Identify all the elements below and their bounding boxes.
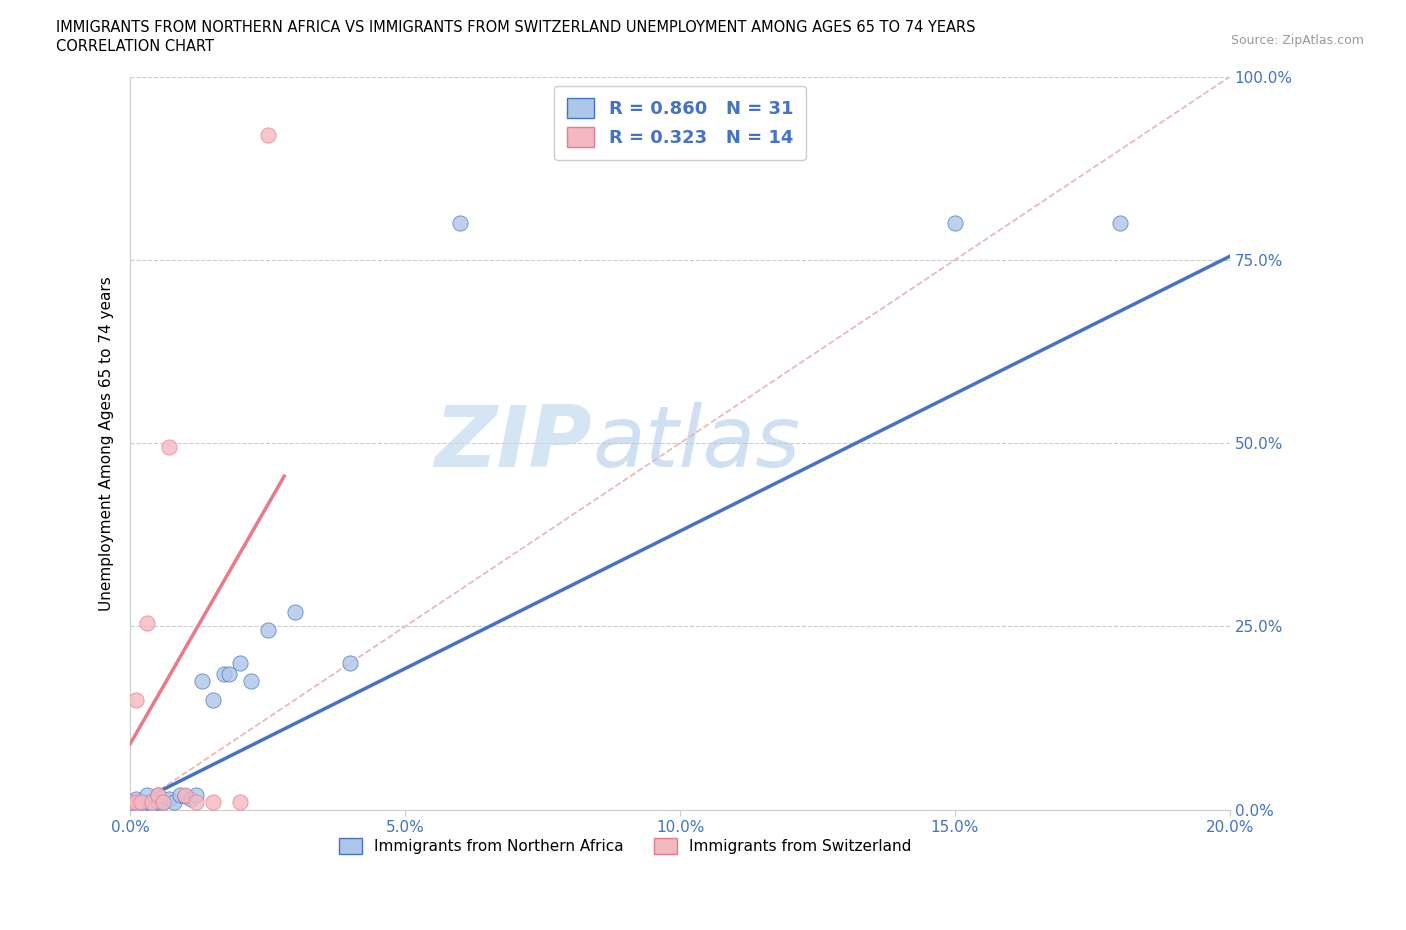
Point xyxy=(135,788,157,803)
Point xyxy=(135,795,157,810)
Point xyxy=(186,795,208,810)
Point xyxy=(1108,216,1130,231)
Y-axis label: Unemployment Among Ages 65 to 74 years: Unemployment Among Ages 65 to 74 years xyxy=(100,276,114,611)
Point xyxy=(284,604,307,619)
Point xyxy=(218,667,240,682)
Point xyxy=(169,788,191,803)
Point xyxy=(229,656,252,671)
Point xyxy=(146,788,169,803)
Point xyxy=(131,795,153,810)
Point xyxy=(152,795,174,810)
Point xyxy=(146,795,169,810)
Point xyxy=(174,789,197,804)
Point xyxy=(180,791,202,806)
Text: IMMIGRANTS FROM NORTHERN AFRICA VS IMMIGRANTS FROM SWITZERLAND UNEMPLOYMENT AMON: IMMIGRANTS FROM NORTHERN AFRICA VS IMMIG… xyxy=(56,20,976,35)
Point xyxy=(125,692,148,707)
Point xyxy=(131,799,153,814)
Point xyxy=(157,791,180,806)
Point xyxy=(131,795,153,810)
Point xyxy=(152,795,174,810)
Point xyxy=(240,674,263,689)
Point xyxy=(125,791,148,806)
Point xyxy=(163,795,186,810)
Point xyxy=(135,616,157,631)
Point xyxy=(157,439,180,454)
Point xyxy=(120,799,142,814)
Point xyxy=(120,795,142,810)
Point xyxy=(449,216,471,231)
Point xyxy=(201,692,224,707)
Point xyxy=(141,796,163,811)
Point xyxy=(120,795,142,810)
Point xyxy=(256,622,278,637)
Text: Source: ZipAtlas.com: Source: ZipAtlas.com xyxy=(1230,34,1364,47)
Point xyxy=(125,795,148,810)
Text: CORRELATION CHART: CORRELATION CHART xyxy=(56,39,214,54)
Point xyxy=(212,667,235,682)
Text: atlas: atlas xyxy=(592,402,800,485)
Legend: Immigrants from Northern Africa, Immigrants from Switzerland: Immigrants from Northern Africa, Immigra… xyxy=(333,831,918,860)
Point xyxy=(201,795,224,810)
Point xyxy=(256,128,278,143)
Point xyxy=(191,674,214,689)
Point xyxy=(339,656,361,671)
Point xyxy=(141,795,163,810)
Text: ZIP: ZIP xyxy=(434,402,592,485)
Point xyxy=(125,796,148,811)
Point xyxy=(943,216,966,231)
Point xyxy=(186,788,208,803)
Point xyxy=(229,795,252,810)
Point xyxy=(125,799,148,814)
Point xyxy=(174,788,197,803)
Point xyxy=(146,788,169,803)
